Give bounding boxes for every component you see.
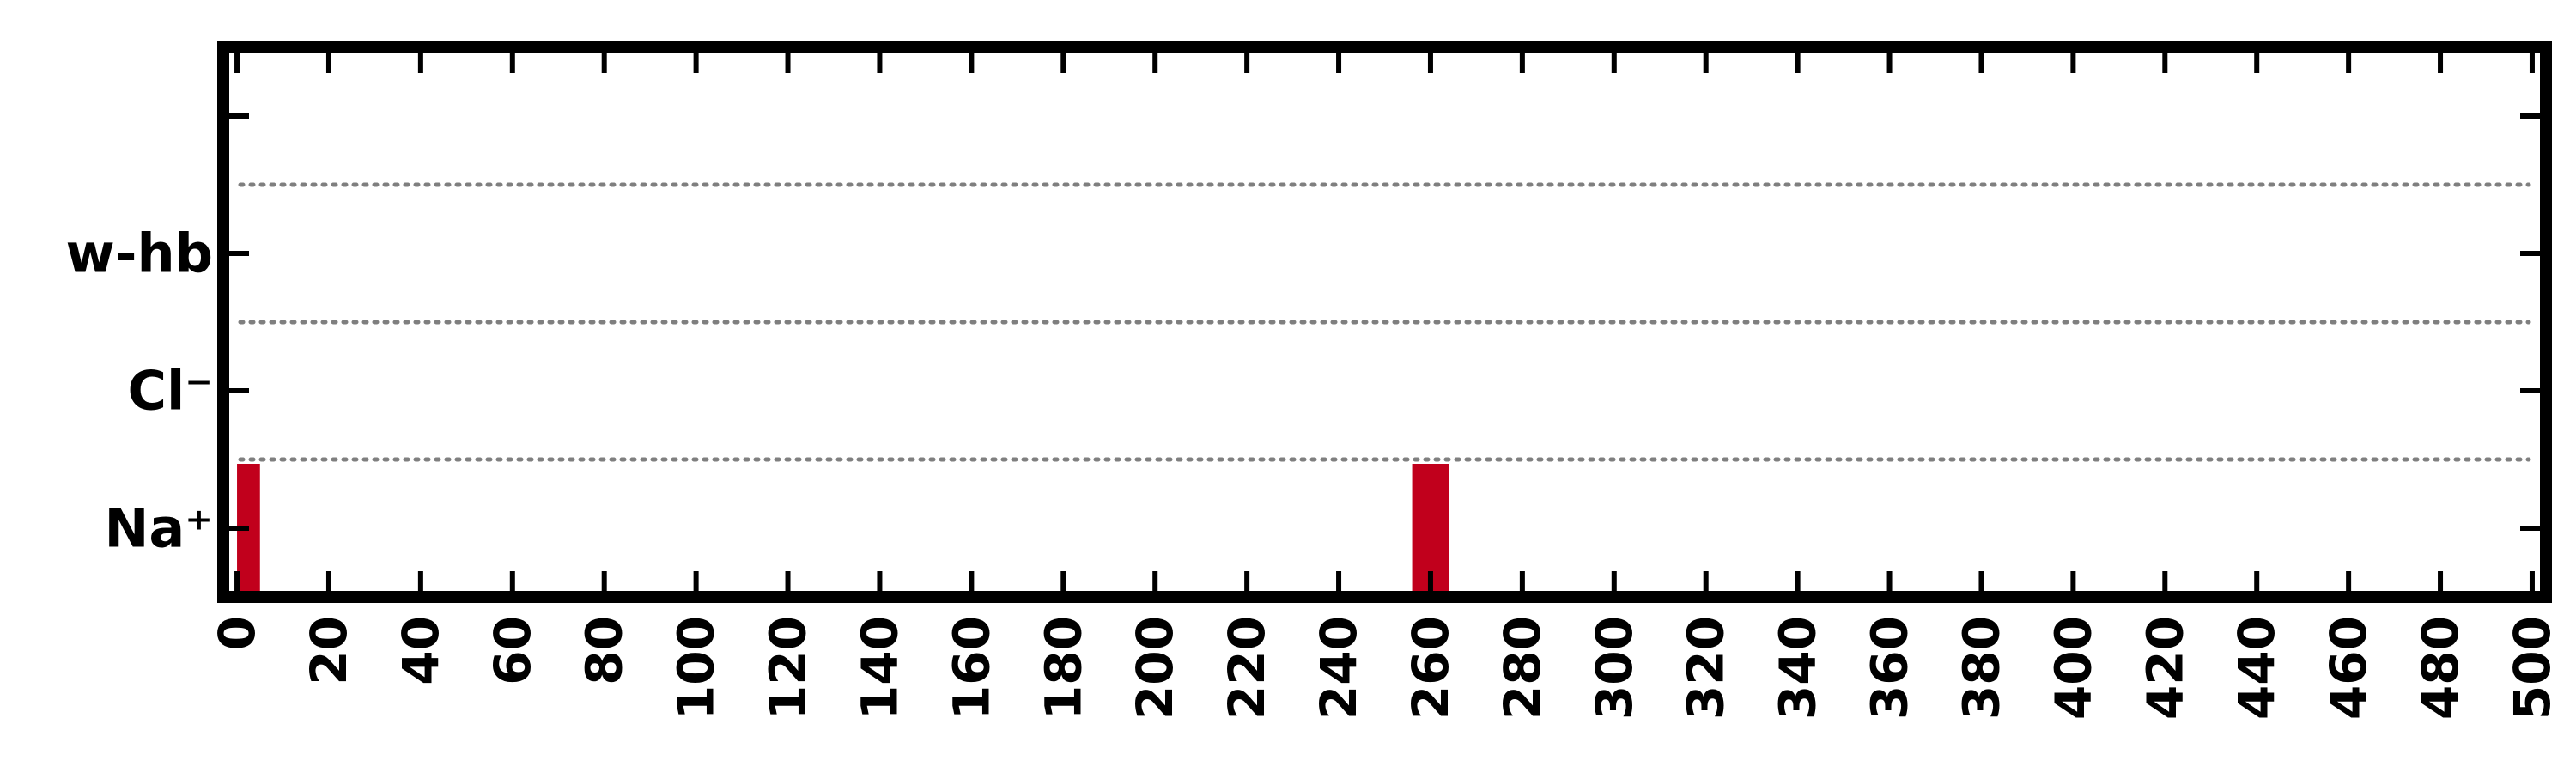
x-tick-label: 240 xyxy=(1309,616,1368,720)
x-tick-label: 20 xyxy=(300,616,358,685)
plot-frame xyxy=(217,41,2552,603)
y-tick-label: w-hb xyxy=(65,222,213,285)
x-tick-label: 180 xyxy=(1034,616,1092,720)
x-tick-label: 200 xyxy=(1126,616,1184,720)
grid-lines xyxy=(238,182,2531,462)
x-tick-label: 360 xyxy=(1861,616,1919,720)
x-tick-label: 80 xyxy=(575,616,634,685)
x-tick-label: 380 xyxy=(1952,616,2010,720)
x-tick-label: 100 xyxy=(667,616,726,720)
x-tick-label: 420 xyxy=(2136,616,2194,720)
x-tick-labels: 0 20 40 60 80 100 120 140 160 180 200 220 240 260 280 3… xyxy=(208,616,2561,720)
x-tick-label: 160 xyxy=(942,616,1000,720)
x-tick-label: 440 xyxy=(2227,616,2286,720)
y-tick-labels: Na⁺ Cl⁻ w-hb xyxy=(65,222,213,560)
x-tick-label: 140 xyxy=(850,616,908,720)
x-tick-label: 0 xyxy=(208,616,266,650)
y-tick-label: Na⁺ xyxy=(105,497,213,560)
x-tick-label: 460 xyxy=(2319,616,2378,720)
x-tick-label: 260 xyxy=(1401,616,1460,720)
x-tick-label: 300 xyxy=(1585,616,1643,720)
x-tick-label: 320 xyxy=(1677,616,1735,720)
x-tick-label: 220 xyxy=(1218,616,1276,720)
x-tick-label: 340 xyxy=(1769,616,1827,720)
y-tick-label: Cl⁻ xyxy=(128,360,213,423)
x-tick-label: 480 xyxy=(2411,616,2470,720)
x-tick-label: 120 xyxy=(759,616,817,720)
x-tick-label: 60 xyxy=(483,616,542,685)
x-tick-label: 40 xyxy=(392,616,450,685)
x-tick-label: 280 xyxy=(1493,616,1552,720)
x-tick-label: 500 xyxy=(2503,616,2561,720)
x-tick-label: 400 xyxy=(2044,616,2102,720)
